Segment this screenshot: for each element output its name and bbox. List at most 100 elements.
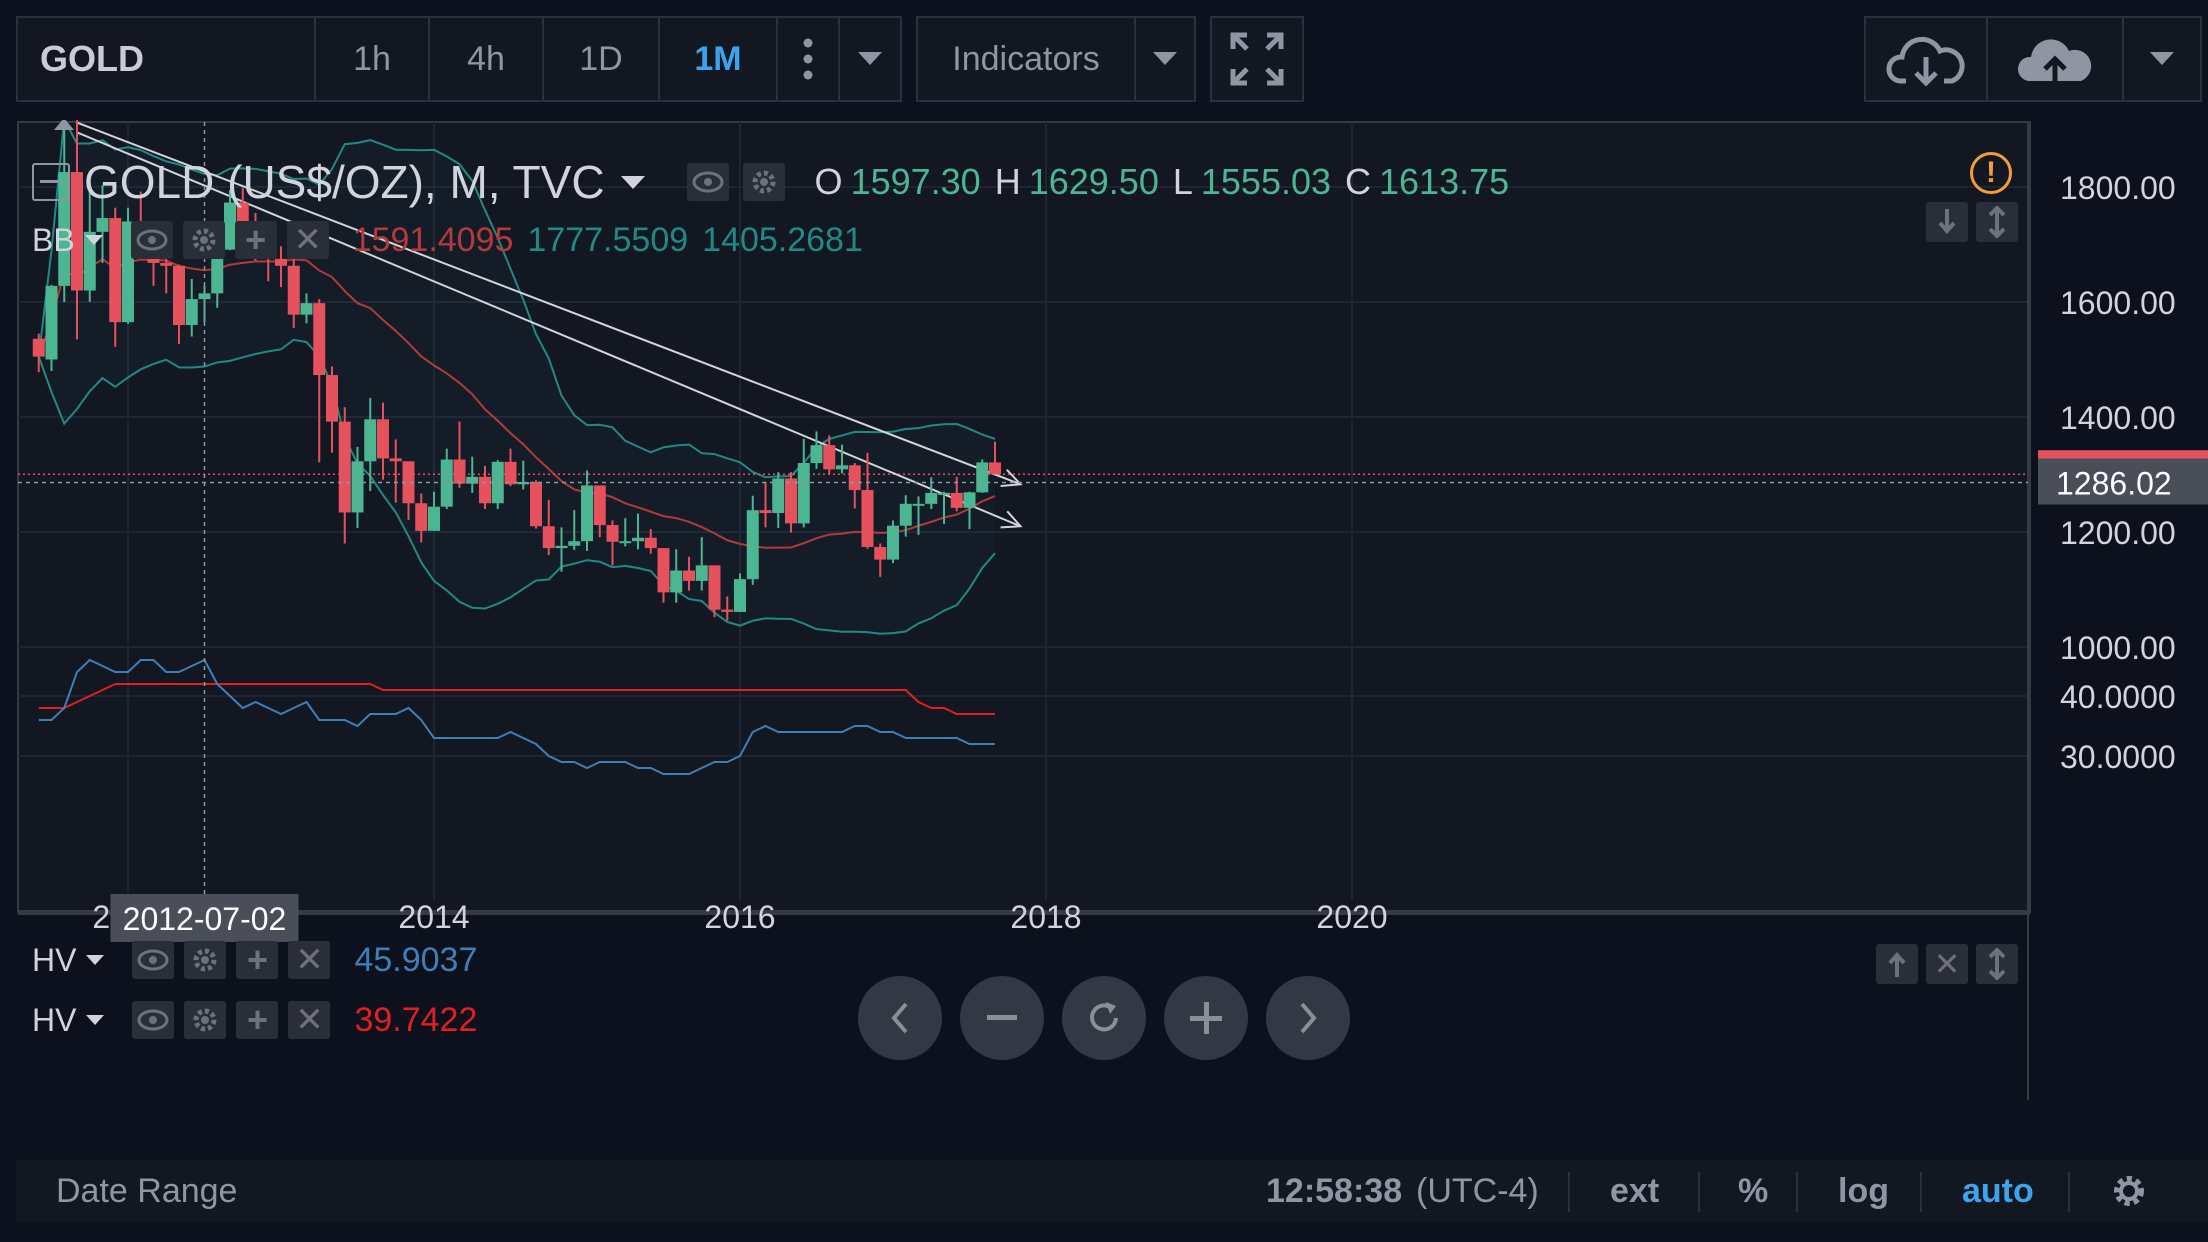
chevron-down-icon[interactable] <box>86 1015 105 1025</box>
gear-icon[interactable] <box>184 1001 227 1039</box>
indicators-button[interactable]: Indicators <box>918 18 1136 100</box>
save-load-bar <box>1864 16 2202 102</box>
dots-menu-icon[interactable] <box>778 18 840 100</box>
candle-body <box>683 570 695 581</box>
candle <box>823 435 836 474</box>
chevron-down-icon[interactable] <box>1136 18 1194 100</box>
percent-toggle[interactable]: % <box>1738 1171 1769 1210</box>
arrow-up-icon[interactable] <box>1876 944 1918 984</box>
separator <box>1698 1172 1700 1212</box>
candle <box>734 573 746 612</box>
plus-icon[interactable]: + <box>236 939 279 980</box>
chevron-down-icon[interactable] <box>84 235 103 245</box>
chevron-down-icon[interactable] <box>86 955 105 965</box>
candle-body <box>823 445 836 470</box>
time-tick-label: 2016 <box>704 899 775 935</box>
candle-body <box>772 478 785 514</box>
arrows-vertical-icon[interactable] <box>1976 202 2018 242</box>
eye-icon[interactable] <box>130 221 173 259</box>
candle-body <box>440 459 453 507</box>
fullscreen-button[interactable] <box>1210 16 1304 102</box>
candle-body <box>198 293 211 300</box>
plus-icon[interactable] <box>1164 976 1248 1060</box>
interval-4h[interactable]: 4h <box>430 18 544 100</box>
minus-icon[interactable] <box>960 976 1044 1060</box>
arrow-down-icon[interactable] <box>1926 202 1968 242</box>
chevron-down-icon[interactable] <box>2124 18 2200 100</box>
arrows-vertical-icon[interactable] <box>1976 944 2018 984</box>
candle <box>772 472 785 528</box>
candle-body <box>925 492 938 504</box>
series-title[interactable]: GOLD (US$/OZ), M, TVC <box>84 156 605 208</box>
time-tick-label: 2018 <box>1010 899 1081 935</box>
close-icon[interactable]: ✕ <box>288 941 331 979</box>
warning-icon[interactable]: ! <box>1970 152 2012 194</box>
candle <box>708 565 721 618</box>
close-icon[interactable]: ✕ <box>288 1001 331 1039</box>
reset-icon[interactable] <box>1062 976 1146 1060</box>
auto-toggle[interactable]: auto <box>1962 1171 2034 1210</box>
price-tick-label: 1600.00 <box>2060 285 2176 321</box>
cloud-upload-icon[interactable] <box>1988 18 2124 100</box>
interval-1d[interactable]: 1D <box>544 18 660 100</box>
interval-1h[interactable]: 1h <box>316 18 430 100</box>
candle-body <box>45 285 58 360</box>
trendline-1[interactable] <box>76 121 1021 486</box>
symbol-search[interactable]: GOLD <box>18 18 316 100</box>
close-icon[interactable]: ✕ <box>286 221 329 259</box>
candle-body <box>428 506 440 531</box>
collapse-icon[interactable] <box>32 163 70 201</box>
chart-area[interactable]: 1800.001600.001400.001200.001000.001300.… <box>16 116 2208 1120</box>
candle-body <box>32 338 45 357</box>
plus-icon[interactable]: + <box>236 999 279 1040</box>
candle <box>632 513 644 550</box>
candle <box>415 493 428 543</box>
chevron-down-icon[interactable] <box>620 175 645 189</box>
candle <box>887 520 899 564</box>
scroll-up-icon[interactable] <box>54 118 74 130</box>
gear-icon[interactable] <box>742 163 785 201</box>
close-icon[interactable]: ✕ <box>1926 944 1968 984</box>
candle <box>836 444 848 474</box>
candle-body <box>606 525 619 542</box>
candle <box>874 543 887 577</box>
candle <box>581 470 593 551</box>
eye-icon[interactable] <box>132 1001 175 1039</box>
candle-body <box>797 463 810 524</box>
hv1-label[interactable]: HV <box>32 941 77 978</box>
date-range-button[interactable]: Date Range <box>56 1171 238 1210</box>
candle <box>504 448 517 486</box>
bb-label[interactable]: BB <box>32 221 75 258</box>
plus-icon[interactable]: + <box>234 219 277 260</box>
cloud-download-icon[interactable] <box>1866 18 1988 100</box>
trendline-2[interactable] <box>76 131 1021 528</box>
chevron-left-icon[interactable] <box>858 976 942 1060</box>
gear-icon[interactable] <box>184 941 227 979</box>
candle <box>338 407 351 544</box>
gear-icon[interactable] <box>2110 1160 2148 1222</box>
candle <box>695 537 708 591</box>
hv2-value: 39.7422 <box>354 1000 478 1039</box>
chevron-right-icon[interactable] <box>1266 976 1350 1060</box>
eye-icon[interactable] <box>686 163 729 201</box>
candle <box>428 491 440 531</box>
candle <box>848 463 861 509</box>
interval-1m[interactable]: 1M <box>660 18 778 100</box>
candle <box>389 439 402 503</box>
candle-body <box>734 579 746 612</box>
eye-icon[interactable] <box>132 941 175 979</box>
log-toggle[interactable]: log <box>1838 1171 1889 1210</box>
candle-body <box>887 525 899 560</box>
candle-body <box>224 202 236 250</box>
ext-toggle[interactable]: ext <box>1610 1171 1660 1210</box>
candle-body <box>351 461 364 513</box>
chart-canvas[interactable]: 1800.001600.001400.001200.001000.001300.… <box>16 116 2208 1120</box>
candle <box>32 333 45 373</box>
hv2-label[interactable]: HV <box>32 1001 77 1038</box>
gear-icon[interactable] <box>182 221 225 259</box>
price-tick-label: 1400.00 <box>2060 400 2176 436</box>
candle <box>479 465 491 509</box>
chevron-down-icon[interactable] <box>840 18 900 100</box>
hv-tick-label: 40.0000 <box>2060 679 2176 715</box>
timezone-label[interactable]: (UTC-4) <box>1416 1171 1539 1210</box>
